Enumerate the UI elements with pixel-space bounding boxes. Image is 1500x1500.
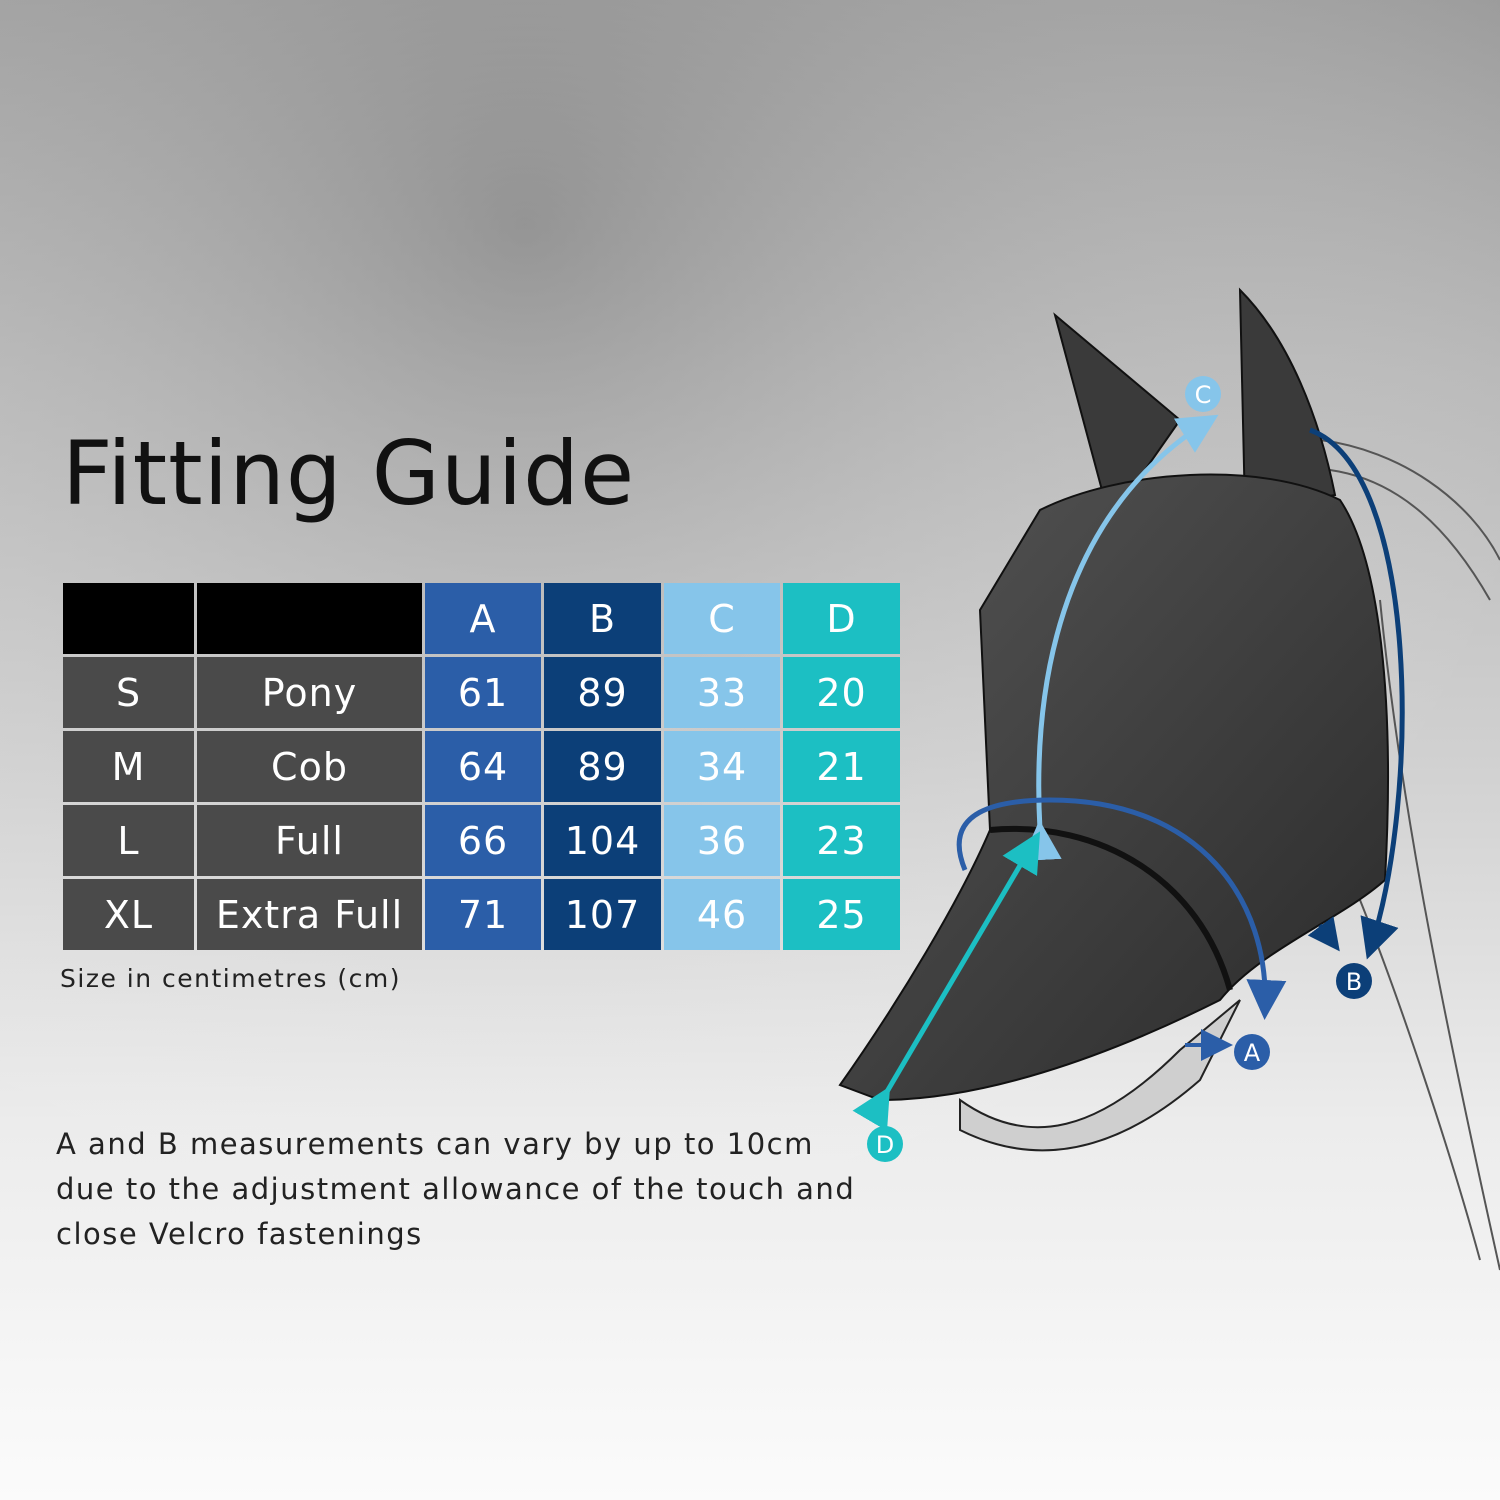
page-title: Fitting Guide — [62, 422, 636, 525]
a-cell: 66 — [425, 805, 541, 876]
right-ear — [1238, 287, 1337, 512]
measure-b-pointer — [1307, 916, 1340, 952]
svg-text:C: C — [1195, 381, 1212, 409]
unit-note: Size in centimetres (cm) — [60, 964, 401, 993]
marker-a: A — [1234, 1034, 1270, 1070]
a-cell: 61 — [425, 657, 541, 728]
type-cell: Cob — [197, 731, 422, 802]
measure-b-arrow — [1309, 427, 1405, 960]
svg-text:A: A — [1244, 1039, 1261, 1067]
size-table: A B C D S Pony 61 89 33 20 M Cob 64 89 3… — [60, 580, 903, 953]
b-cell: 107 — [544, 879, 661, 950]
measure-a-arrow — [956, 797, 1287, 1020]
header-cell-b: B — [544, 583, 661, 654]
marker-d: D — [867, 1126, 903, 1162]
c-cell: 46 — [664, 879, 780, 950]
header-cell-c: C — [664, 583, 780, 654]
c-cell: 33 — [664, 657, 780, 728]
footnote: A and B measurements can vary by up to 1… — [56, 1127, 856, 1251]
header-cell-type — [197, 583, 422, 654]
a-cell: 71 — [425, 879, 541, 950]
table-row: L Full 66 104 36 23 — [63, 805, 900, 876]
size-cell: M — [63, 731, 194, 802]
b-cell: 104 — [544, 805, 661, 876]
svg-text:D: D — [876, 1131, 894, 1159]
size-cell: L — [63, 805, 194, 876]
measure-c-arrow — [1021, 414, 1219, 862]
size-cell: XL — [63, 879, 194, 950]
table-row: M Cob 64 89 34 21 — [63, 731, 900, 802]
measure-d-arrow — [852, 831, 1041, 1131]
type-cell: Pony — [197, 657, 422, 728]
header-cell-d: D — [783, 583, 900, 654]
marker-c: C — [1185, 376, 1221, 412]
size-cell: S — [63, 657, 194, 728]
table-row: S Pony 61 89 33 20 — [63, 657, 900, 728]
fly-mask — [838, 473, 1389, 1102]
type-cell: Extra Full — [197, 879, 422, 950]
svg-text:B: B — [1346, 968, 1362, 996]
b-cell: 89 — [544, 657, 661, 728]
a-cell: 64 — [425, 731, 541, 802]
type-cell: Full — [197, 805, 422, 876]
header-cell-size — [63, 583, 194, 654]
table-header-row: A B C D — [63, 583, 900, 654]
c-cell: 34 — [664, 731, 780, 802]
b-cell: 89 — [544, 731, 661, 802]
d-cell: 21 — [783, 731, 900, 802]
marker-b: B — [1336, 963, 1372, 999]
d-cell: 20 — [783, 657, 900, 728]
header-cell-a: A — [425, 583, 541, 654]
horse-fly-mask-illustration: C B A D — [838, 287, 1500, 1271]
table-row: XL Extra Full 71 107 46 25 — [63, 879, 900, 950]
c-cell: 36 — [664, 805, 780, 876]
